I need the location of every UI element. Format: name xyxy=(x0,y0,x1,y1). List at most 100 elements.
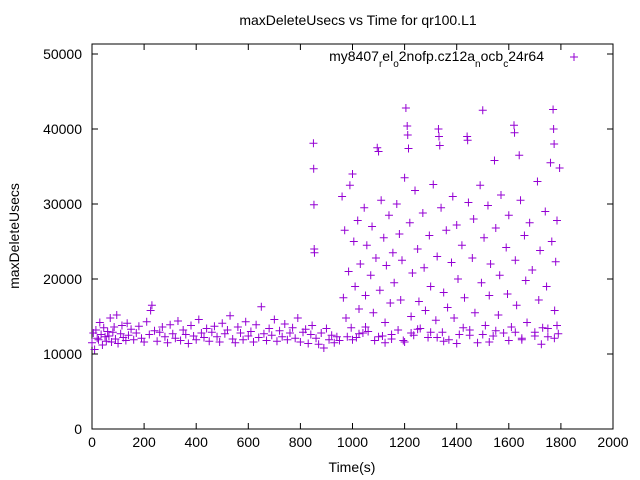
data-point xyxy=(197,329,206,337)
data-point xyxy=(99,323,108,332)
data-point xyxy=(111,335,120,343)
data-point xyxy=(388,248,397,257)
data-point xyxy=(343,332,352,341)
data-point xyxy=(124,331,133,340)
data-point xyxy=(381,338,390,347)
data-point xyxy=(470,308,479,317)
data-point xyxy=(278,332,287,341)
data-point xyxy=(407,312,416,321)
data-point xyxy=(400,173,409,182)
data-point xyxy=(129,335,138,344)
data-point xyxy=(349,237,358,246)
data-point xyxy=(528,266,537,274)
legend-text-part: 2nofp.cz12a xyxy=(399,48,475,64)
data-point xyxy=(414,297,423,306)
data-point xyxy=(374,147,383,156)
data-point xyxy=(392,200,401,208)
data-point xyxy=(351,282,360,291)
data-point xyxy=(374,332,383,341)
data-point xyxy=(93,334,102,343)
data-point xyxy=(552,216,561,225)
data-point xyxy=(338,192,347,201)
x-tick-label: 600 xyxy=(237,434,261,450)
data-point xyxy=(390,278,399,287)
data-point xyxy=(433,333,442,342)
data-point xyxy=(552,321,561,330)
data-point xyxy=(443,303,452,312)
data-point xyxy=(345,181,354,190)
data-point xyxy=(550,306,559,315)
data-point xyxy=(396,296,405,304)
y-tick-label: 10000 xyxy=(43,346,82,362)
data-point xyxy=(495,271,504,280)
data-point xyxy=(426,282,435,291)
data-point xyxy=(114,339,123,348)
data-point xyxy=(301,325,310,334)
data-point xyxy=(127,325,136,334)
data-point xyxy=(272,337,281,346)
data-point xyxy=(226,311,235,320)
data-point xyxy=(168,329,177,338)
legend-text-part: 24r64 xyxy=(508,48,544,64)
data-point xyxy=(421,306,430,315)
data-point xyxy=(403,131,412,139)
data-point xyxy=(288,323,297,332)
data-point xyxy=(521,276,530,285)
data-point xyxy=(140,338,149,346)
data-point xyxy=(452,221,461,229)
data-point xyxy=(425,231,434,240)
data-point xyxy=(215,338,224,346)
data-point xyxy=(95,318,104,327)
data-point xyxy=(370,336,379,345)
data-point xyxy=(123,319,132,328)
data-point xyxy=(348,170,357,178)
data-point xyxy=(483,201,492,210)
data-point xyxy=(485,338,494,346)
data-point xyxy=(102,337,111,346)
data-point xyxy=(241,317,250,326)
data-point xyxy=(110,323,119,331)
data-point xyxy=(325,335,334,344)
y-tick-label: 30000 xyxy=(43,196,82,212)
legend-plus-icon xyxy=(570,53,578,61)
data-point xyxy=(550,140,559,148)
data-point xyxy=(413,245,422,253)
data-point xyxy=(360,203,369,212)
x-tick-label: 800 xyxy=(289,434,313,450)
y-axis-label: maxDeleteUsecs xyxy=(6,183,22,289)
data-point xyxy=(265,324,274,333)
data-point xyxy=(246,327,255,336)
data-point xyxy=(377,196,386,205)
legend-text-part: o xyxy=(393,59,399,70)
data-point xyxy=(507,323,516,331)
data-point xyxy=(335,336,344,345)
data-point xyxy=(186,321,195,330)
data-point xyxy=(434,125,443,133)
data-point xyxy=(510,121,519,130)
data-point xyxy=(435,141,444,150)
data-point xyxy=(543,324,552,333)
data-points xyxy=(88,104,564,354)
legend-text-part: r xyxy=(379,59,383,70)
data-point xyxy=(420,263,429,272)
data-point xyxy=(429,180,438,189)
data-point xyxy=(98,341,107,349)
data-point xyxy=(530,332,539,340)
data-point xyxy=(371,254,380,262)
legend: my8407relo2nofp.cz12anocbc24r64 xyxy=(329,48,578,70)
data-point xyxy=(486,260,495,268)
data-point xyxy=(142,317,151,326)
legend-text-part: my8407 xyxy=(329,48,379,64)
data-point xyxy=(91,326,100,334)
legend-marker xyxy=(570,53,578,61)
data-point xyxy=(223,326,232,334)
data-point xyxy=(523,318,532,327)
data-point xyxy=(503,290,512,298)
data-point xyxy=(200,333,209,342)
data-point xyxy=(106,314,115,322)
data-point xyxy=(511,328,520,337)
data-point xyxy=(463,136,472,145)
data-point xyxy=(101,332,110,341)
data-point xyxy=(549,125,558,133)
